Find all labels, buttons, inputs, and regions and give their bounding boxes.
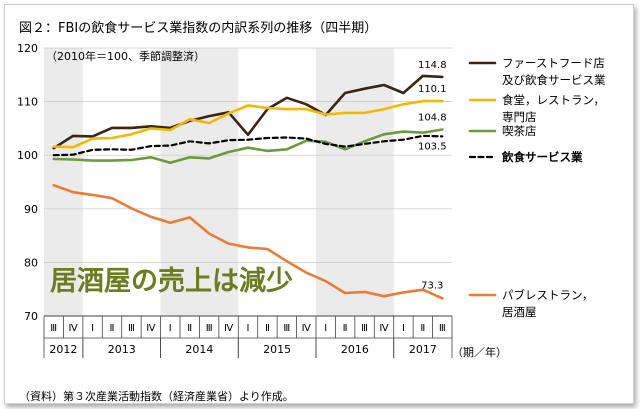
series-lines <box>52 74 444 300</box>
series-line-1 <box>52 99 444 149</box>
quarter-tick-label: Ⅳ <box>69 323 79 334</box>
legend-label: 喫茶店 <box>502 124 537 138</box>
end-labels: 114.8 110.1 104.8 103.5 73.3 <box>418 60 447 291</box>
quarter-tick-label: Ⅱ <box>187 323 192 334</box>
year-band-2016 <box>316 48 394 316</box>
year-tick-label: 2012 <box>49 343 77 356</box>
year-band-2012 <box>44 48 83 316</box>
quarter-tick-label: Ⅲ <box>206 323 213 334</box>
y-tick-label: 80 <box>24 256 38 269</box>
quarter-tick-label: Ⅰ <box>169 323 172 334</box>
quarter-tick-label: Ⅳ <box>146 323 156 334</box>
quarter-tick-label: Ⅲ <box>361 323 368 334</box>
y-tick-label: 100 <box>17 149 38 162</box>
quarter-tick-label: Ⅲ <box>50 323 57 334</box>
legend-label: パブレストラン， <box>502 288 593 302</box>
y-tick-label: 120 <box>17 42 38 55</box>
quarter-tick-label: Ⅰ <box>324 323 327 334</box>
legend-label: 食堂，レストラン， <box>502 93 605 107</box>
series-line-0 <box>52 74 444 150</box>
quarter-tick-label: Ⅳ <box>302 323 312 334</box>
year-tick-label: 2015 <box>263 343 291 356</box>
quarter-tick-label: Ⅳ <box>224 323 234 334</box>
year-tick-label: 2017 <box>409 343 437 356</box>
quarter-tick-label: Ⅰ <box>91 323 94 334</box>
x-axis-unit-label: （期／年） <box>452 345 507 359</box>
y-tick-label: 70 <box>24 310 38 323</box>
end-value-label: 73.3 <box>421 280 443 291</box>
series-line-4 <box>52 183 444 300</box>
y-tick-label: 110 <box>17 96 38 109</box>
chart-subtitle: （2010年＝100、季節調整済） <box>46 49 205 63</box>
quarter-tick-label: Ⅱ <box>265 323 270 334</box>
end-value-label: 114.8 <box>418 60 447 71</box>
year-shading <box>44 48 394 316</box>
legend-label: ファーストフード店 <box>502 56 605 70</box>
end-value-label: 110.1 <box>418 84 447 95</box>
legend-label: 飲食サービス業 <box>501 150 583 164</box>
year-band-2014 <box>160 48 239 316</box>
quarter-tick-label: Ⅲ <box>283 323 290 334</box>
quarter-tick-label: Ⅱ <box>110 323 115 334</box>
quarter-tick-label: Ⅰ <box>402 323 405 334</box>
quarter-tick-label: Ⅳ <box>379 323 389 334</box>
year-tick-label: 2013 <box>108 343 136 356</box>
legend-label: 専門店 <box>502 110 537 124</box>
end-value-label: 104.8 <box>418 112 447 123</box>
y-tick-label: 90 <box>24 203 38 216</box>
quarter-tick-label: Ⅱ <box>343 323 348 334</box>
legend-label: 居酒屋 <box>502 305 537 319</box>
year-tick-label: 2014 <box>185 343 213 356</box>
quarter-tick-label: Ⅰ <box>247 323 250 334</box>
source-note: （資料）第３次産業活動指数（経済産業省）より作成。 <box>19 390 294 403</box>
year-tick-label: 2016 <box>341 343 369 356</box>
quarter-tick-label: Ⅲ <box>439 323 446 334</box>
series-line-3 <box>52 134 444 157</box>
chart-annotation: 居酒屋の売上は減少 <box>50 266 293 297</box>
quarter-tick-label: Ⅲ <box>128 323 135 334</box>
end-value-label: 103.5 <box>418 141 447 152</box>
quarter-tick-label: Ⅱ <box>420 323 425 334</box>
series-line-2 <box>52 128 444 164</box>
chart-title: 図２：FBIの飲食サービス業指数の内訳系列の推移（四半期） <box>19 21 378 36</box>
legend-label: 及び飲食サービス業 <box>502 73 606 87</box>
